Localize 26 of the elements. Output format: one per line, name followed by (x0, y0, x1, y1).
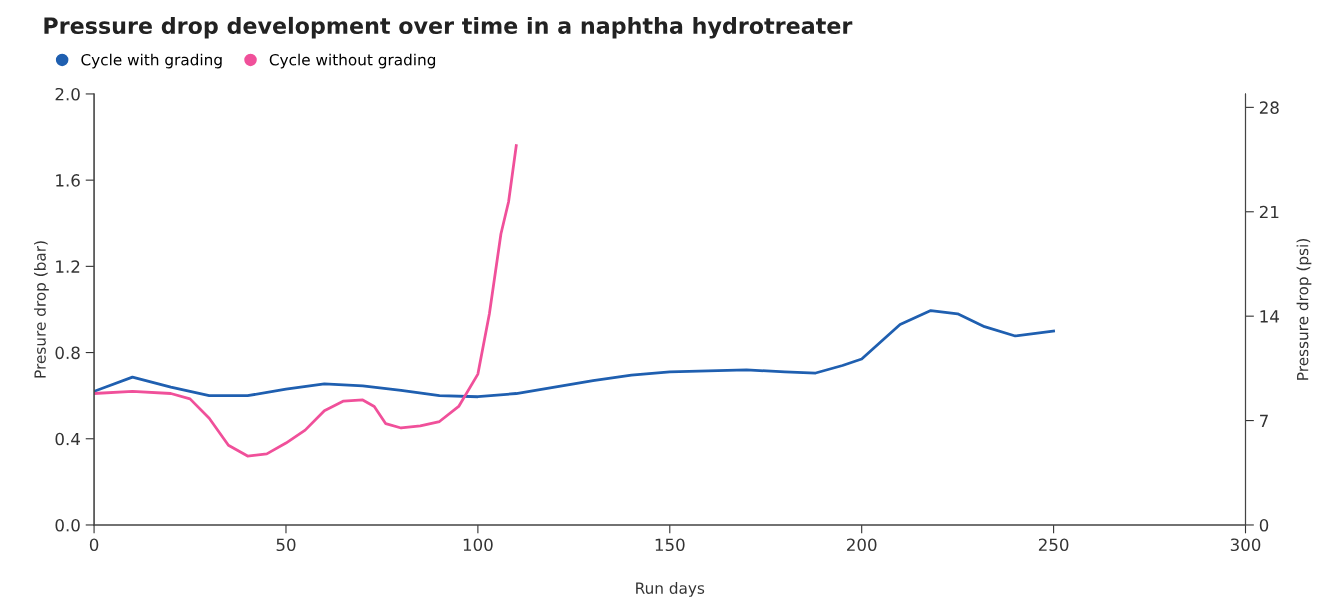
line-series (94, 144, 518, 458)
y-tick-label: 0.0 (55, 518, 80, 532)
y2-tick-label: 14 (1260, 310, 1279, 323)
chart-title: Pressure drop development over time in a naphtha hydrotreater (44, 16, 853, 39)
x-tick-label: 50 (276, 538, 296, 552)
x-tick-label: 250 (1038, 538, 1069, 552)
y2-tick-label: 0 (1259, 518, 1269, 532)
y2-tick-label: 21 (1259, 205, 1279, 219)
y-tick-label: 1.2 (56, 260, 80, 273)
y2-tick-label: 28 (1259, 101, 1279, 114)
y-tick-label: 0.4 (55, 432, 80, 446)
legend-label: Cycle with grading (81, 53, 222, 69)
y-axis-title: Presure drop (bar) (34, 241, 49, 378)
x-tick-label: 0 (89, 538, 99, 552)
x-tick-label: 150 (655, 538, 685, 552)
x-tick-label: 100 (463, 538, 493, 552)
x-tick-label: 300 (1230, 538, 1261, 552)
y-tick-label: 0.8 (55, 346, 80, 360)
y2-axis-title: Pressure drop (psi) (1296, 239, 1312, 380)
y-tick-label: 2.0 (55, 87, 80, 101)
y2-tick-label: 7 (1260, 414, 1268, 427)
x-tick-label: 200 (847, 538, 877, 552)
y-tick-label: 1.6 (56, 174, 80, 187)
legend-label: Cycle without grading (269, 53, 436, 69)
line-series (94, 309, 1055, 399)
x-axis-title: Run days (636, 582, 705, 597)
